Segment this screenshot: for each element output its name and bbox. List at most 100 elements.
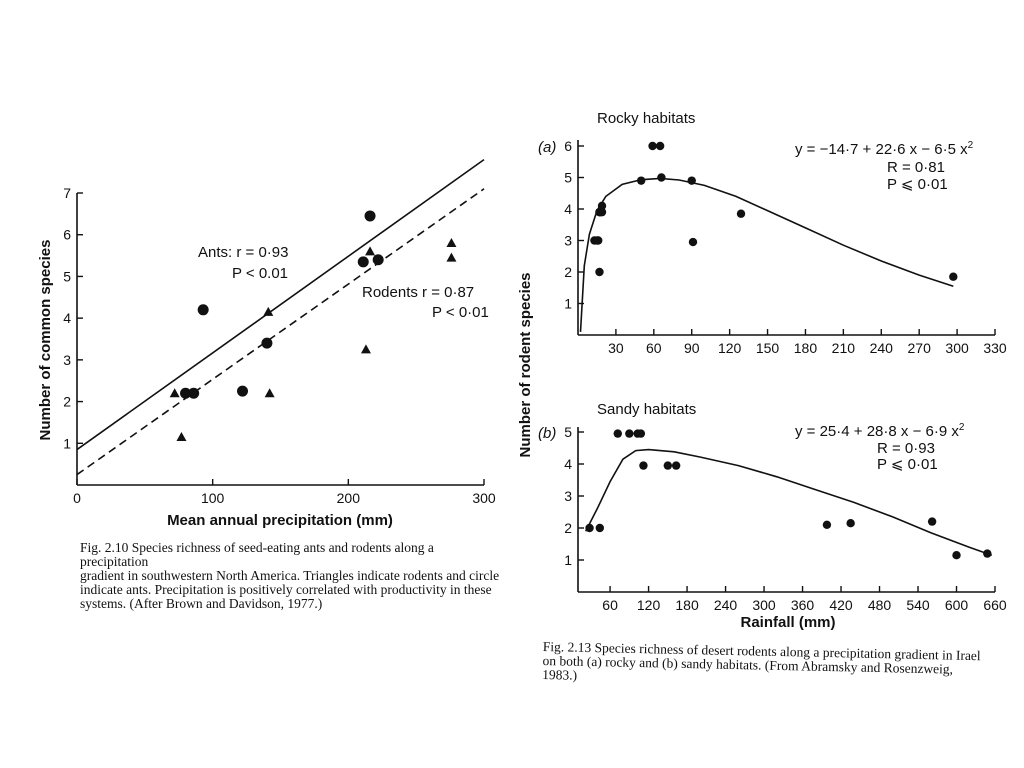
x-tick-label: 270 xyxy=(908,340,932,356)
data-point xyxy=(595,523,605,533)
equation-annotation: y = 25·4 + 28·8 x − 6·9 x2 xyxy=(795,422,965,440)
x-tick-label: 300 xyxy=(945,340,969,356)
x-tick-label: 0 xyxy=(73,490,81,506)
chart-precipitation-ants-rodents: 1 2 3 4 5 6 7 0 100 200 300 Mean annual precipita… xyxy=(37,158,496,529)
caption-line: systems. (After Brown and Davidson, 1977… xyxy=(80,596,323,611)
ants-p-annotation: P < 0.01 xyxy=(232,265,288,282)
x-tick-label: 180 xyxy=(675,597,699,613)
y-tick-label: 5 xyxy=(564,170,572,186)
x-tick-label: 660 xyxy=(983,597,1007,613)
ants-regression-line xyxy=(76,158,485,451)
ants-point xyxy=(237,385,249,397)
rodents-stat-annotation: Rodents r = 0·87 xyxy=(362,284,474,301)
y-tick-label: 3 xyxy=(564,488,572,504)
rodents-point xyxy=(365,246,376,256)
ants-stat-annotation: Ants: r = 0·93 xyxy=(198,244,288,261)
y-tick-label: 5 xyxy=(564,424,572,440)
x-tick-label: 540 xyxy=(906,597,930,613)
x-tick-label: 300 xyxy=(752,597,776,613)
chart-title: Rocky habitats xyxy=(597,110,695,127)
data-point xyxy=(846,519,855,528)
y-tick-label: 6 xyxy=(63,227,71,243)
x-tick-label: 360 xyxy=(791,597,815,613)
x-tick-label: 300 xyxy=(472,490,496,506)
x-tick-label: 90 xyxy=(684,340,700,356)
ants-point xyxy=(180,387,192,399)
x-tick-label: 240 xyxy=(870,340,894,356)
y-tick-label: 5 xyxy=(63,268,71,284)
y-tick-label: 2 xyxy=(564,520,572,536)
rodents-point xyxy=(360,344,371,354)
x-tick-label: 60 xyxy=(602,597,618,613)
y-tick-label: 1 xyxy=(63,435,71,451)
ants-point xyxy=(357,256,369,268)
x-tick-label: 200 xyxy=(337,490,361,506)
caption-line: gradient in southwestern North America. … xyxy=(80,568,500,583)
data-point xyxy=(663,461,673,470)
data-point xyxy=(655,141,665,151)
x-tick-label: 240 xyxy=(714,597,738,613)
x-tick-label: 150 xyxy=(756,340,780,356)
rodents-point xyxy=(446,238,457,248)
ants-point xyxy=(364,210,376,222)
p-annotation: P ⩽ 0·01 xyxy=(887,176,948,193)
x-tick-label: 180 xyxy=(794,340,818,356)
rodents-point xyxy=(446,252,457,262)
ants-point xyxy=(261,337,273,349)
y-tick-label: 3 xyxy=(564,233,572,249)
data-point xyxy=(822,520,832,529)
y-tick-label: 4 xyxy=(63,310,71,326)
data-point xyxy=(927,517,937,526)
rodents-point xyxy=(169,388,180,398)
x-tick-label: 330 xyxy=(983,340,1007,356)
y-tick-label: 3 xyxy=(63,352,71,368)
caption-line: indicate ants. Precipitation is positive… xyxy=(80,582,492,597)
data-point xyxy=(657,173,666,182)
data-point xyxy=(983,549,992,558)
panel-label: (a) xyxy=(538,139,556,156)
y-tick-label: 2 xyxy=(63,394,71,410)
data-point xyxy=(736,209,746,218)
y-tick-label: 2 xyxy=(564,264,572,280)
x-tick-label: 100 xyxy=(201,490,225,506)
rodents-point xyxy=(176,432,187,442)
y-tick-label: 7 xyxy=(63,185,71,201)
equation-annotation: y = −14·7 + 22·6 x − 6·5 x2 xyxy=(795,140,974,158)
x-tick-label: 30 xyxy=(608,340,624,356)
fit-curve xyxy=(584,448,993,556)
data-point xyxy=(597,207,607,217)
data-point xyxy=(648,141,657,151)
figure-2-10-caption: Fig. 2.10 Species richness of seed-eatin… xyxy=(80,541,500,611)
panel-label: (b) xyxy=(538,425,556,442)
data-point xyxy=(636,429,646,438)
data-point xyxy=(595,267,604,277)
x-axis-label: Mean annual precipitation (mm) xyxy=(167,512,393,529)
x-tick-label: 210 xyxy=(832,340,856,356)
chart-rocky-habitats: 1 2 3 4 5 6 30 60 90 120 150 180 210 240 270 300 330 Ro… xyxy=(538,110,1007,356)
y-axis-label: Number of rodent species xyxy=(517,272,534,457)
x-axis-label: Rainfall (mm) xyxy=(740,614,835,631)
y-tick-label: 1 xyxy=(564,552,572,568)
y-axis-label: Number of common species xyxy=(37,240,54,441)
x-tick-label: 60 xyxy=(646,340,662,356)
x-tick-label: 120 xyxy=(637,597,661,613)
y-tick-label: 4 xyxy=(564,201,572,217)
data-point xyxy=(688,237,698,247)
rodents-regression-line xyxy=(76,188,485,476)
y-tick-label: 4 xyxy=(564,456,572,472)
p-annotation: P ⩽ 0·01 xyxy=(877,456,938,473)
fit-curve xyxy=(579,177,954,332)
data-point xyxy=(639,461,648,470)
r-annotation: R = 0·93 xyxy=(877,440,935,457)
y-tick-label: 1 xyxy=(564,296,572,312)
y-tick-label: 6 xyxy=(564,138,572,154)
data-point xyxy=(597,201,607,211)
ants-point xyxy=(372,254,384,266)
data-point xyxy=(949,272,958,281)
chart-title: Sandy habitats xyxy=(597,401,696,418)
data-point xyxy=(613,429,622,438)
caption-line: Fig. 2.10 Species richness of seed-eatin… xyxy=(80,540,434,569)
data-point xyxy=(594,236,603,245)
x-tick-label: 600 xyxy=(945,597,969,613)
